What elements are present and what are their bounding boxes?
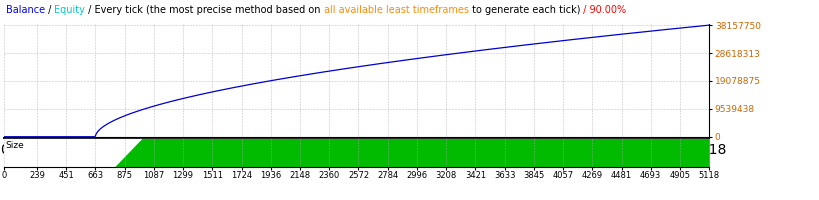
Text: /: / <box>45 5 54 15</box>
Text: / Every tick (the most precise method based on: / Every tick (the most precise method ba… <box>85 5 324 15</box>
Text: Balance: Balance <box>6 5 45 15</box>
Text: / 90.00%: / 90.00% <box>580 5 626 15</box>
Text: to generate each tick): to generate each tick) <box>468 5 580 15</box>
Text: Equity: Equity <box>54 5 85 15</box>
Text: all available least timeframes: all available least timeframes <box>324 5 468 15</box>
Text: Size: Size <box>6 141 25 150</box>
